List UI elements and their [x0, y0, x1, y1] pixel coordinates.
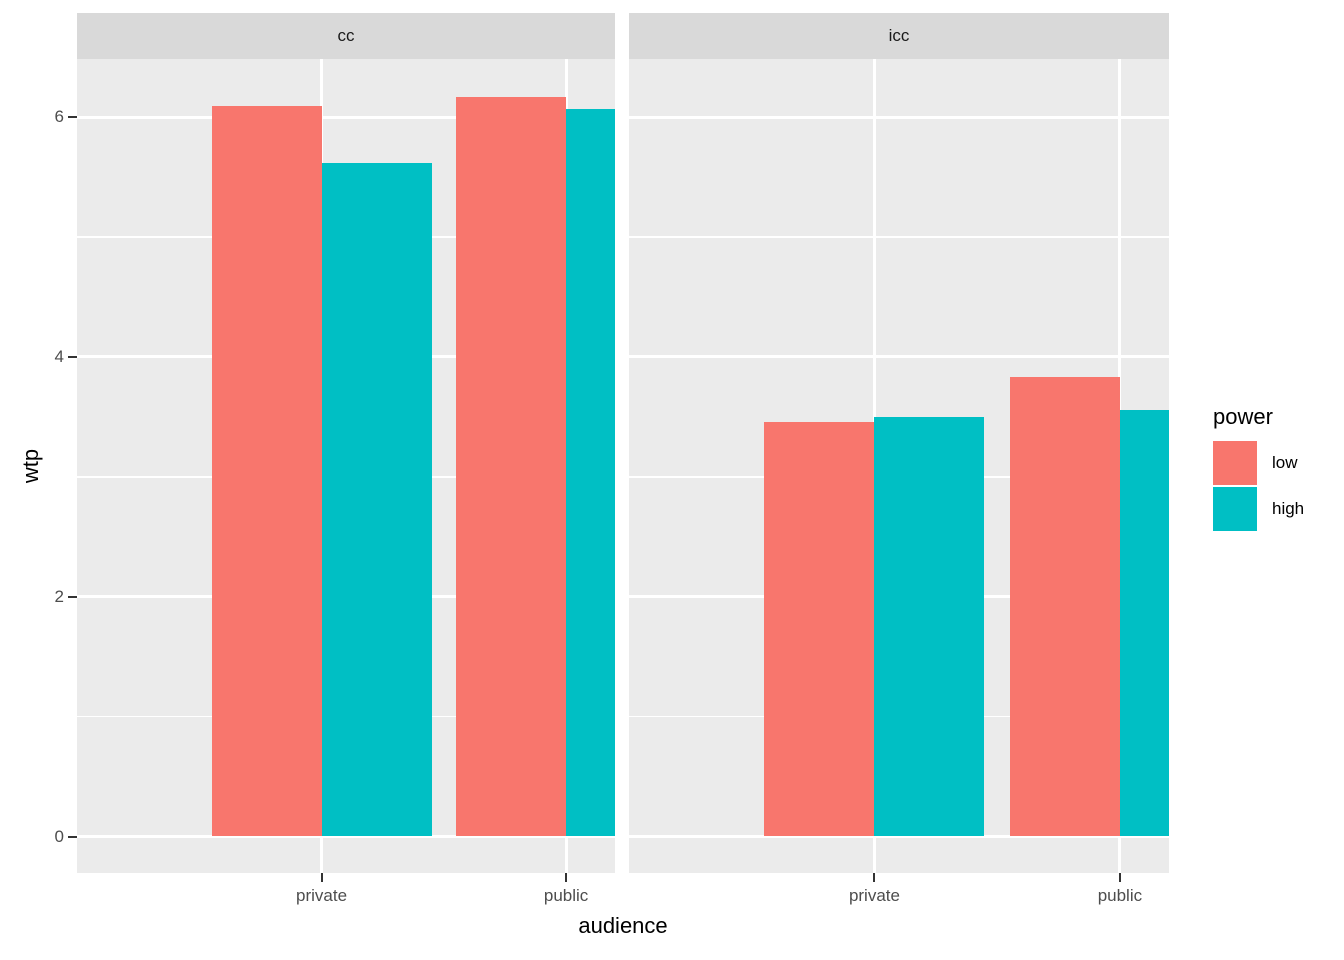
x-tick-icc-private: [873, 873, 876, 882]
facet-strip-cc: cc: [77, 13, 615, 59]
y-tick-0: [68, 835, 77, 838]
y-axis-title: wtp: [18, 448, 43, 484]
x-axis-title: audience: [578, 913, 668, 938]
x-tick-icc-public: [1118, 873, 1121, 882]
gridline-major-y6: [77, 115, 615, 119]
x-tick-label-cc-public: public: [543, 886, 589, 905]
gridline-minor-y5: [629, 236, 1169, 238]
y-tick-4: [68, 355, 77, 358]
legend-title: power: [1213, 404, 1273, 429]
legend-entry-high: high: [1213, 487, 1304, 531]
facet-panel-icc: [629, 59, 1169, 873]
bar-icc-public-low: [1009, 377, 1120, 837]
gridline-major-y0: [629, 835, 1169, 838]
y-tick-label-4: 4: [54, 346, 64, 366]
y-tick-label-0: 0: [54, 826, 64, 846]
bar-cc-public-low: [456, 96, 567, 837]
bar-icc-private-high: [874, 416, 985, 837]
legend: power low high: [1213, 404, 1304, 533]
bar-icc-public-high: [1119, 409, 1169, 837]
y-tick-2: [68, 595, 77, 598]
gridline-major-y4: [629, 355, 1169, 359]
facet-panel-cc: [77, 59, 615, 873]
bar-cc-private-high: [321, 162, 432, 837]
y-tick-6: [68, 116, 77, 119]
bar-cc-private-low: [211, 106, 322, 837]
facet-strip-icc: icc: [629, 13, 1169, 59]
bar-cc-public-high: [566, 108, 615, 837]
x-tick-label-cc-private: private: [296, 886, 348, 905]
legend-label-low: low: [1272, 453, 1298, 472]
y-tick-label-6: 6: [54, 107, 64, 127]
x-tick-label-icc-public: public: [1097, 886, 1143, 905]
legend-swatch-low-icon: [1213, 441, 1257, 485]
gridline-major-y6: [629, 115, 1169, 119]
x-tick-label-icc-private: private: [848, 886, 900, 905]
bar-icc-private-low: [764, 421, 875, 837]
x-tick-cc-public: [565, 873, 568, 882]
legend-swatch-high-icon: [1213, 487, 1257, 531]
legend-label-high: high: [1272, 499, 1305, 518]
x-tick-cc-private: [320, 873, 323, 882]
legend-entry-low: low: [1213, 441, 1304, 485]
y-tick-label-2: 2: [54, 586, 64, 606]
gridline-major-y0: [77, 835, 615, 838]
